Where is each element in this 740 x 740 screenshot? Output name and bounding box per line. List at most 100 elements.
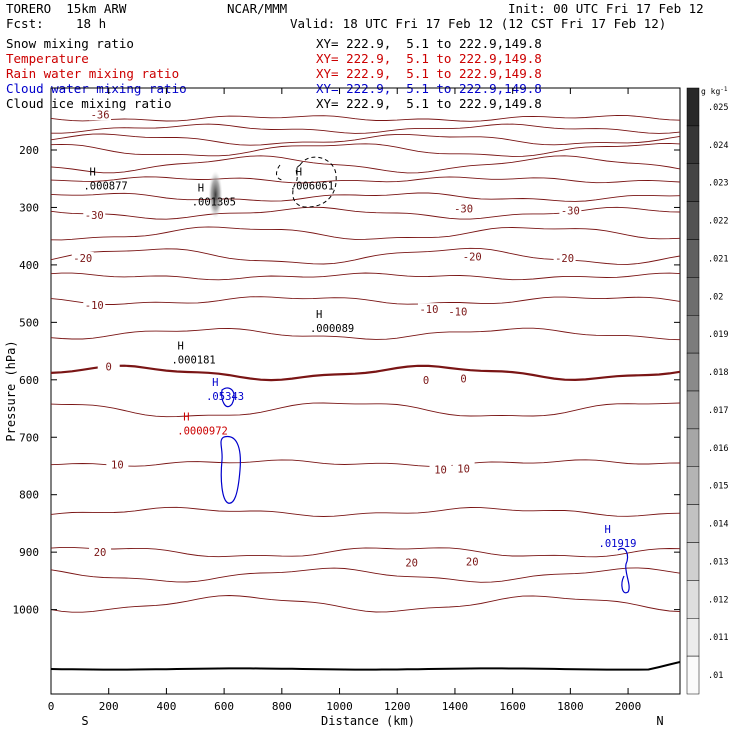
- isotherm-label-bg: [415, 373, 438, 386]
- isotherm-line: [51, 123, 680, 134]
- x-tick-label: 800: [272, 700, 292, 713]
- x-tick-label: 1000: [326, 700, 353, 713]
- isotherm-label-bg: [417, 303, 440, 316]
- colorbar-swatch: [686, 239, 700, 278]
- x-axis-right-end: N: [656, 714, 663, 728]
- colorbar-label: .024: [708, 141, 728, 151]
- xy-range-rain: XY= 222.9, 5.1 to 222.9,149.8: [316, 66, 542, 81]
- isotherm-label-bg: [89, 108, 112, 121]
- forecast-label: Fcst:: [6, 16, 44, 31]
- isotherm-label: 0: [106, 362, 112, 374]
- isotherm-label: 20: [466, 556, 479, 568]
- x-tick-label: 600: [214, 700, 234, 713]
- y-tick-label: 600: [19, 374, 39, 387]
- x-axis-title: Distance (km): [321, 714, 415, 728]
- colorbar-swatch: [686, 466, 700, 505]
- x-tick-label: 200: [99, 700, 119, 713]
- maximum-marker: H: [316, 309, 322, 321]
- colorbar-label: .016: [708, 444, 728, 454]
- colorbar-swatch: [686, 87, 700, 127]
- isotherm-line: [51, 567, 680, 583]
- isotherm-line: [51, 192, 680, 202]
- maximum-marker: H: [212, 377, 218, 389]
- colorbar-swatch: [686, 618, 700, 657]
- isotherm-label: -20: [463, 251, 482, 263]
- isotherm-label: 10: [111, 459, 124, 471]
- xy-range-cloud-ice: XY= 222.9, 5.1 to 222.9,149.8: [316, 96, 542, 111]
- isotherm-label-bg: [97, 360, 120, 373]
- isotherm-line: [51, 155, 680, 174]
- isotherm-line: [51, 247, 680, 265]
- maximum-value: .001305: [192, 197, 236, 209]
- colorbar-label: .012: [708, 595, 728, 605]
- maximum-marker: H: [198, 183, 204, 195]
- isotherm-label-bg: [452, 202, 475, 215]
- colorbar-swatch: [686, 277, 700, 316]
- cloud-water-contour: [617, 547, 630, 594]
- isotherm-label-bg: [71, 252, 94, 265]
- org-label: NCAR/MMM: [227, 1, 288, 16]
- isotherm-label: -10: [448, 306, 467, 318]
- x-axis-left-end: S: [81, 714, 88, 728]
- maximum-marker: H: [605, 524, 611, 536]
- isotherm-line: [51, 506, 680, 517]
- isotherm-line: [51, 364, 680, 382]
- colorbar-swatch: [686, 428, 700, 467]
- maximum-value: .000181: [171, 355, 215, 367]
- colorbar-label: .018: [708, 368, 728, 378]
- xy-range-snow: XY= 222.9, 5.1 to 222.9,149.8: [316, 36, 542, 51]
- field-label-temperature: Temperature: [6, 51, 89, 66]
- isotherm-line: [51, 142, 680, 157]
- isotherm-label: -20: [73, 253, 92, 265]
- colorbar-label: .013: [708, 557, 728, 567]
- maximum-value: .000089: [310, 323, 354, 335]
- field-label-snow: Snow mixing ratio: [6, 36, 134, 51]
- colorbar-label: .019: [708, 330, 728, 340]
- isotherm-line: [51, 206, 680, 220]
- isotherm-label: 0: [460, 374, 466, 386]
- x-tick-label: 400: [156, 700, 176, 713]
- isotherm-line: [51, 402, 680, 418]
- colorbar-label: .014: [708, 520, 728, 530]
- isotherm-line: [51, 226, 680, 241]
- x-tick-label: 2000: [615, 700, 642, 713]
- field-label-rain: Rain water mixing ratio: [6, 66, 180, 81]
- isotherm-label: -30: [85, 210, 104, 222]
- field-label-cloud-ice: Cloud ice mixing ratio: [6, 96, 172, 111]
- y-tick-label: 700: [19, 431, 39, 444]
- colorbar-swatch: [686, 580, 700, 619]
- y-tick-label: 900: [19, 546, 39, 559]
- cloud-ice-contour: [292, 156, 337, 208]
- colorbar-swatch: [686, 352, 700, 392]
- isotherm-line: [51, 176, 680, 184]
- x-tick-label: 1600: [499, 700, 526, 713]
- plot-frame: [50, 87, 681, 695]
- isotherm-line: [51, 133, 680, 146]
- colorbar-swatch: [686, 315, 700, 354]
- maximum-marker: H: [183, 411, 189, 423]
- forecast-hours: 18 h: [76, 16, 107, 31]
- isotherm-label-bg: [461, 555, 484, 568]
- colorbar-label: .023: [708, 179, 728, 189]
- isotherm-line: [51, 272, 680, 281]
- isotherm-label: 20: [405, 557, 418, 569]
- colorbar-label: .021: [708, 254, 728, 264]
- maximum-marker: H: [296, 167, 302, 179]
- isotherm-label: -36: [91, 109, 110, 121]
- y-tick-label: 400: [19, 259, 39, 272]
- isotherm-label-bg: [553, 252, 576, 265]
- colorbar-swatch: [686, 201, 700, 240]
- colorbar-unit-exp: -1: [720, 86, 728, 93]
- isotherm-label: -30: [454, 204, 473, 216]
- maximum-value: .006061: [290, 181, 334, 193]
- maximum-marker: H: [89, 167, 95, 179]
- isotherm-label-bg: [83, 299, 106, 312]
- maximum-value: .05343: [206, 391, 244, 403]
- isotherm-label: 10: [434, 464, 447, 476]
- colorbar-unit-base: g kg: [701, 87, 720, 96]
- colorbar-swatch: [686, 163, 700, 202]
- colorbar-label: .01: [708, 671, 723, 681]
- isotherm-label-bg: [452, 372, 475, 385]
- maximum-marker: H: [177, 341, 183, 353]
- isotherm-line: [51, 546, 680, 558]
